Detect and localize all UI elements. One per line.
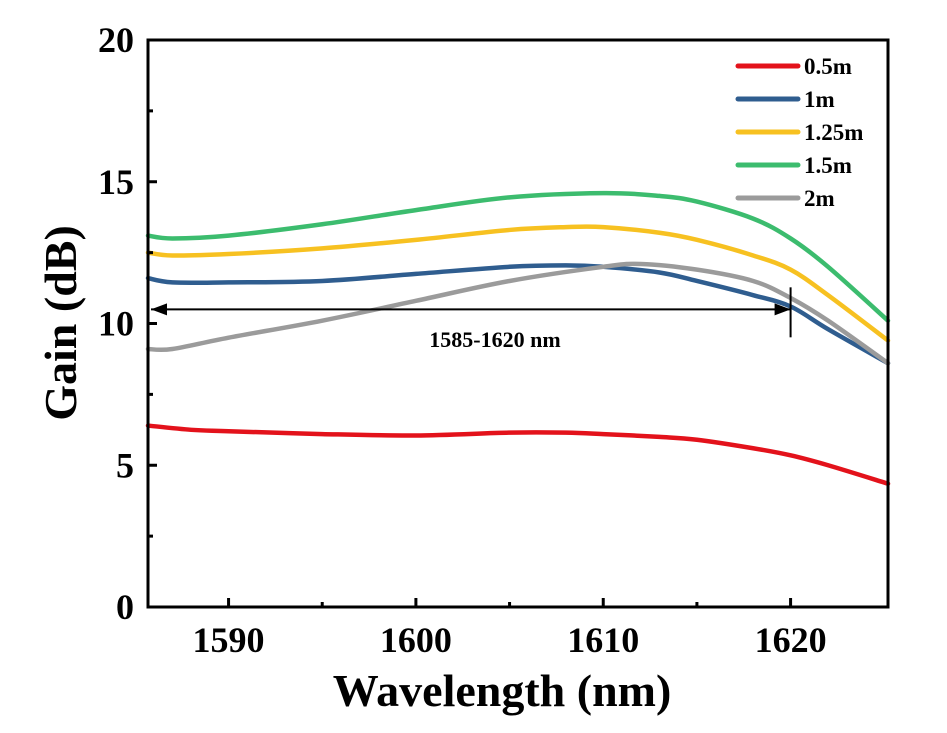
y-axis-label: Gain (dB) — [35, 225, 86, 421]
y-tick-label: 15 — [98, 162, 134, 202]
y-tick-label: 20 — [98, 20, 134, 60]
series-line-1.5m — [145, 190, 891, 323]
legend-label: 2m — [804, 186, 835, 211]
legend: 0.5m 1m 1.25m 1.5m 2m — [735, 54, 863, 211]
range-annotation — [151, 287, 792, 338]
legend-label: 0.5m — [804, 54, 852, 79]
arrow-head-left-icon — [151, 303, 167, 316]
x-tick-label: 1620 — [755, 620, 827, 660]
plot-frame — [146, 38, 890, 609]
legend-item: 1.25m — [735, 120, 863, 145]
legend-item: 1.5m — [735, 153, 852, 178]
ticks-layer: 0 5 10 15 20 1590 1600 1610 1620 — [98, 20, 827, 660]
legend-item: 1m — [735, 87, 835, 112]
legend-item: 2m — [735, 186, 835, 211]
series-layer — [145, 190, 891, 486]
series-line-1.25m — [145, 224, 891, 343]
x-tick-label: 1610 — [567, 620, 639, 660]
x-tick-label: 1600 — [380, 620, 452, 660]
annotation-label: 1585-1620 nm — [429, 327, 560, 352]
y-tick-label: 0 — [116, 587, 134, 627]
y-tick-label: 10 — [98, 304, 134, 344]
series-line-1m — [145, 263, 891, 366]
y-tick-label: 5 — [116, 445, 134, 485]
legend-label: 1.5m — [804, 153, 852, 178]
x-axis-label: Wavelength (nm) — [333, 665, 672, 716]
legend-label: 1m — [804, 87, 835, 112]
x-tick-label: 1590 — [193, 620, 265, 660]
arrow-head-right-icon — [774, 303, 791, 316]
legend-label: 1.25m — [804, 120, 863, 145]
legend-item: 0.5m — [735, 54, 852, 79]
series-line-0.5m — [145, 423, 891, 486]
